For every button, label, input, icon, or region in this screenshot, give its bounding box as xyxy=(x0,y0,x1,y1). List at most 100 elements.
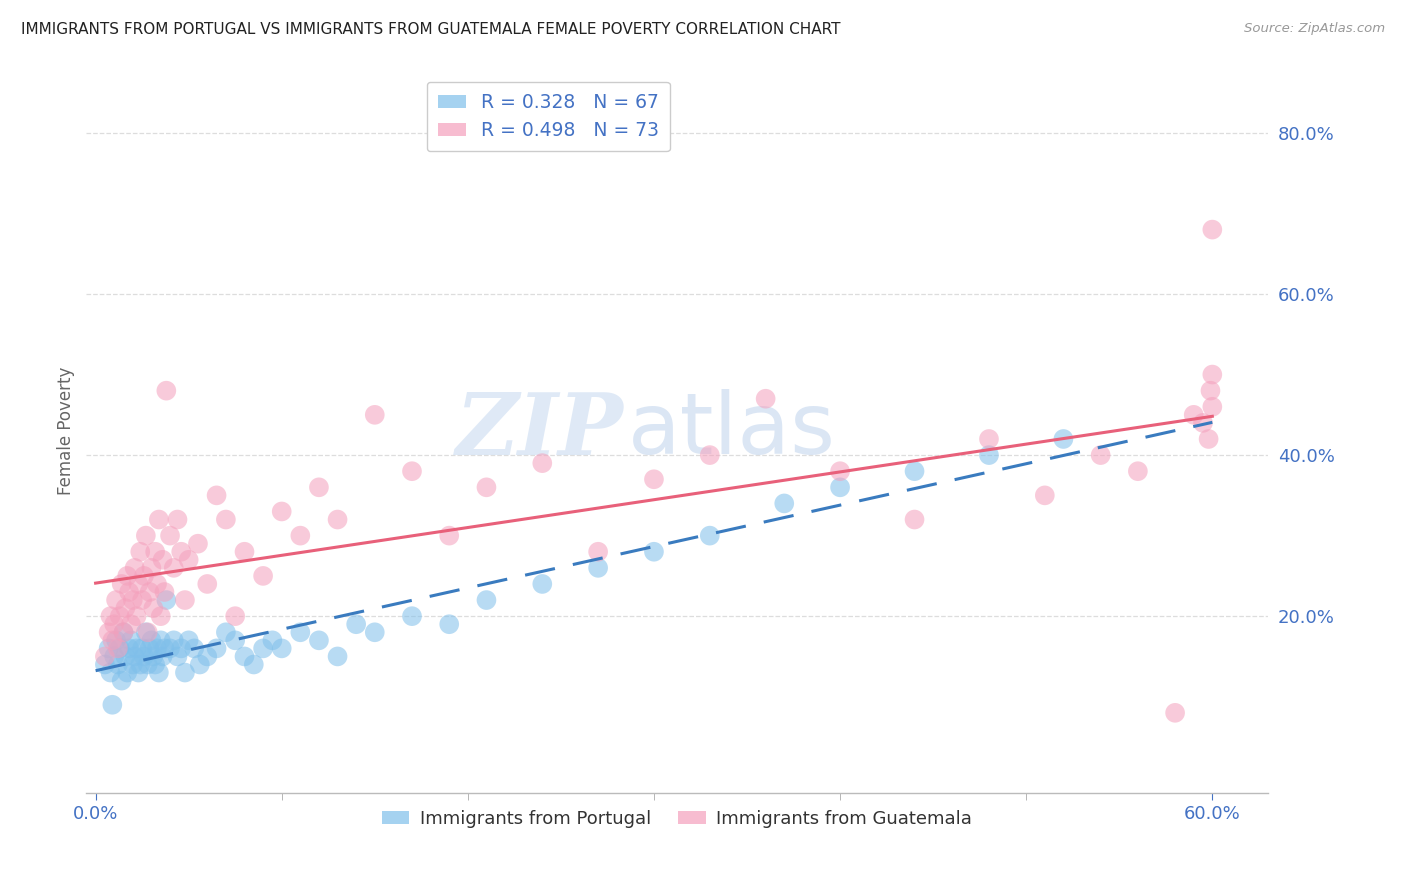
Point xyxy=(143,545,166,559)
Point xyxy=(125,641,148,656)
Point xyxy=(364,625,387,640)
Point xyxy=(115,665,138,680)
Point xyxy=(112,625,135,640)
Point xyxy=(290,528,312,542)
Point xyxy=(149,609,172,624)
Point xyxy=(142,649,165,664)
Point xyxy=(141,561,163,575)
Point xyxy=(270,504,292,518)
Point xyxy=(100,609,122,624)
Point xyxy=(183,641,205,656)
Point xyxy=(344,617,367,632)
Point xyxy=(1192,416,1215,430)
Point xyxy=(105,593,128,607)
Point xyxy=(97,641,120,656)
Point xyxy=(531,456,554,470)
Point xyxy=(1090,448,1112,462)
Point xyxy=(401,464,423,478)
Point xyxy=(364,408,387,422)
Point xyxy=(155,593,177,607)
Point xyxy=(531,577,554,591)
Point xyxy=(142,601,165,615)
Point xyxy=(308,480,330,494)
Point xyxy=(243,657,266,672)
Point xyxy=(135,528,157,542)
Point xyxy=(401,609,423,624)
Point xyxy=(155,384,177,398)
Point xyxy=(195,577,218,591)
Point xyxy=(224,609,246,624)
Point xyxy=(586,545,609,559)
Point xyxy=(148,512,170,526)
Point xyxy=(215,625,238,640)
Point xyxy=(166,512,188,526)
Point xyxy=(439,528,461,542)
Point xyxy=(103,617,125,632)
Point xyxy=(105,633,128,648)
Point xyxy=(120,633,142,648)
Point xyxy=(828,480,851,494)
Point xyxy=(1126,464,1149,478)
Point xyxy=(107,657,129,672)
Point xyxy=(108,609,131,624)
Point xyxy=(1198,432,1220,446)
Text: ZIP: ZIP xyxy=(456,389,624,473)
Point xyxy=(170,545,193,559)
Point xyxy=(270,641,292,656)
Point xyxy=(977,448,1000,462)
Point xyxy=(159,641,181,656)
Point xyxy=(1033,488,1056,502)
Point xyxy=(195,649,218,664)
Point xyxy=(159,528,181,542)
Point xyxy=(252,641,274,656)
Point xyxy=(114,649,136,664)
Point xyxy=(148,665,170,680)
Point xyxy=(121,657,143,672)
Point xyxy=(111,577,134,591)
Point xyxy=(152,553,174,567)
Point xyxy=(132,649,155,664)
Point xyxy=(439,617,461,632)
Point xyxy=(118,585,141,599)
Point xyxy=(152,649,174,664)
Point xyxy=(136,657,159,672)
Point xyxy=(97,625,120,640)
Point xyxy=(131,641,153,656)
Point xyxy=(1201,400,1223,414)
Point xyxy=(773,496,796,510)
Point xyxy=(153,641,176,656)
Point xyxy=(977,432,1000,446)
Point xyxy=(149,633,172,648)
Point xyxy=(699,448,721,462)
Point xyxy=(124,561,146,575)
Point xyxy=(135,625,157,640)
Point xyxy=(100,665,122,680)
Point xyxy=(1164,706,1187,720)
Point xyxy=(475,593,498,607)
Point xyxy=(129,657,152,672)
Text: IMMIGRANTS FROM PORTUGAL VS IMMIGRANTS FROM GUATEMALA FEMALE POVERTY CORRELATION: IMMIGRANTS FROM PORTUGAL VS IMMIGRANTS F… xyxy=(21,22,841,37)
Text: atlas: atlas xyxy=(627,390,835,473)
Text: Source: ZipAtlas.com: Source: ZipAtlas.com xyxy=(1244,22,1385,36)
Point xyxy=(146,577,169,591)
Point xyxy=(262,633,284,648)
Point xyxy=(146,641,169,656)
Point xyxy=(103,649,125,664)
Point xyxy=(252,569,274,583)
Point xyxy=(1199,384,1222,398)
Y-axis label: Female Poverty: Female Poverty xyxy=(58,367,75,495)
Point xyxy=(127,577,149,591)
Point xyxy=(828,464,851,478)
Point xyxy=(114,601,136,615)
Point xyxy=(224,633,246,648)
Point xyxy=(124,649,146,664)
Point xyxy=(187,537,209,551)
Point xyxy=(112,625,135,640)
Point xyxy=(121,593,143,607)
Point xyxy=(215,512,238,526)
Point xyxy=(101,698,124,712)
Point xyxy=(115,569,138,583)
Point xyxy=(755,392,778,406)
Point xyxy=(107,641,129,656)
Point xyxy=(326,512,349,526)
